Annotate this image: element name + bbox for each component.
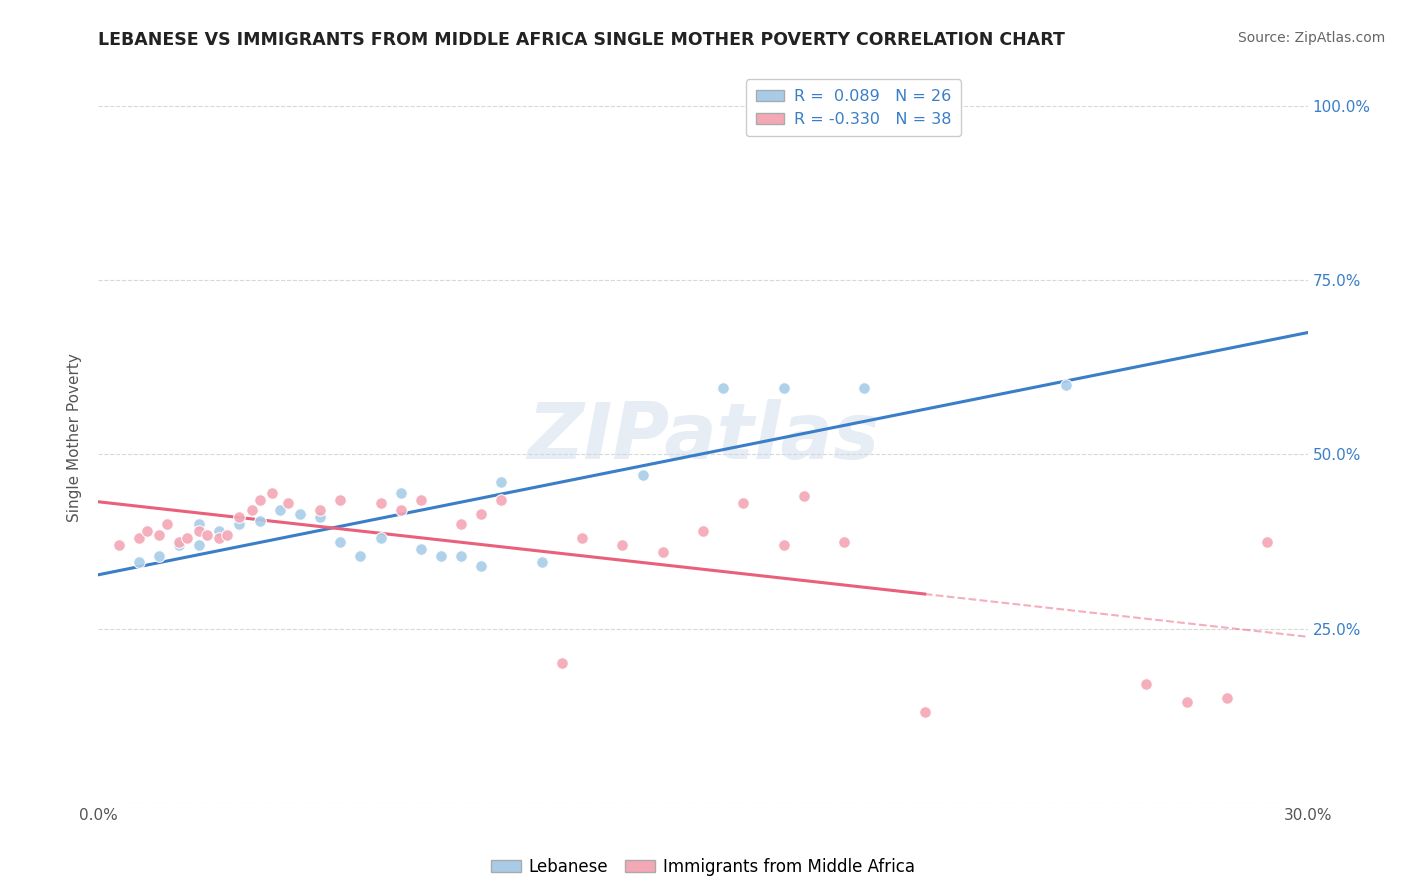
Point — [470, 507, 492, 521]
Text: LEBANESE VS IMMIGRANTS FROM MIDDLE AFRICA SINGLE MOTHER POVERTY CORRELATION CHAR: LEBANESE VS IMMIGRANTS FROM MIDDLE AFRIC… — [98, 31, 1066, 49]
Point — [853, 381, 876, 395]
Point — [430, 549, 453, 563]
Point — [1256, 534, 1278, 549]
Point — [450, 517, 472, 532]
Point — [188, 517, 211, 532]
Point — [349, 549, 371, 563]
Point — [195, 527, 218, 541]
Point — [711, 381, 734, 395]
Point — [148, 549, 170, 563]
Point — [167, 538, 190, 552]
Point — [329, 534, 352, 549]
Point — [249, 514, 271, 528]
Point — [188, 538, 211, 552]
Point — [249, 492, 271, 507]
Legend: Lebanese, Immigrants from Middle Africa: Lebanese, Immigrants from Middle Africa — [484, 851, 922, 883]
Point — [228, 517, 250, 532]
Point — [277, 496, 299, 510]
Point — [1054, 377, 1077, 392]
Point — [240, 503, 263, 517]
Point — [269, 503, 291, 517]
Point — [128, 556, 150, 570]
Point — [107, 538, 129, 552]
Point — [772, 381, 794, 395]
Point — [135, 524, 157, 538]
Point — [128, 531, 150, 545]
Point — [612, 538, 634, 552]
Point — [389, 503, 412, 517]
Point — [228, 510, 250, 524]
Point — [176, 531, 198, 545]
Point — [329, 492, 352, 507]
Point — [1175, 695, 1198, 709]
Text: Source: ZipAtlas.com: Source: ZipAtlas.com — [1237, 31, 1385, 45]
Point — [288, 507, 311, 521]
Point — [208, 531, 231, 545]
Point — [692, 524, 714, 538]
Point — [571, 531, 593, 545]
Point — [188, 524, 211, 538]
Point — [208, 524, 231, 538]
Point — [450, 549, 472, 563]
Point — [409, 541, 432, 556]
Point — [491, 492, 513, 507]
Point — [217, 527, 239, 541]
Point — [409, 492, 432, 507]
Point — [491, 475, 513, 490]
Point — [309, 503, 332, 517]
Point — [389, 485, 412, 500]
Point — [1216, 691, 1239, 706]
Point — [772, 538, 794, 552]
Point — [260, 485, 283, 500]
Point — [631, 468, 654, 483]
Point — [309, 510, 332, 524]
Point — [148, 527, 170, 541]
Point — [832, 534, 855, 549]
Point — [1135, 677, 1157, 691]
Point — [470, 558, 492, 573]
Point — [551, 657, 574, 671]
Point — [370, 531, 392, 545]
Point — [914, 705, 936, 719]
Y-axis label: Single Mother Poverty: Single Mother Poverty — [67, 352, 83, 522]
Point — [530, 556, 553, 570]
Point — [370, 496, 392, 510]
Point — [793, 489, 815, 503]
Point — [167, 534, 190, 549]
Point — [156, 517, 179, 532]
Text: ZIPatlas: ZIPatlas — [527, 399, 879, 475]
Point — [733, 496, 755, 510]
Point — [651, 545, 673, 559]
